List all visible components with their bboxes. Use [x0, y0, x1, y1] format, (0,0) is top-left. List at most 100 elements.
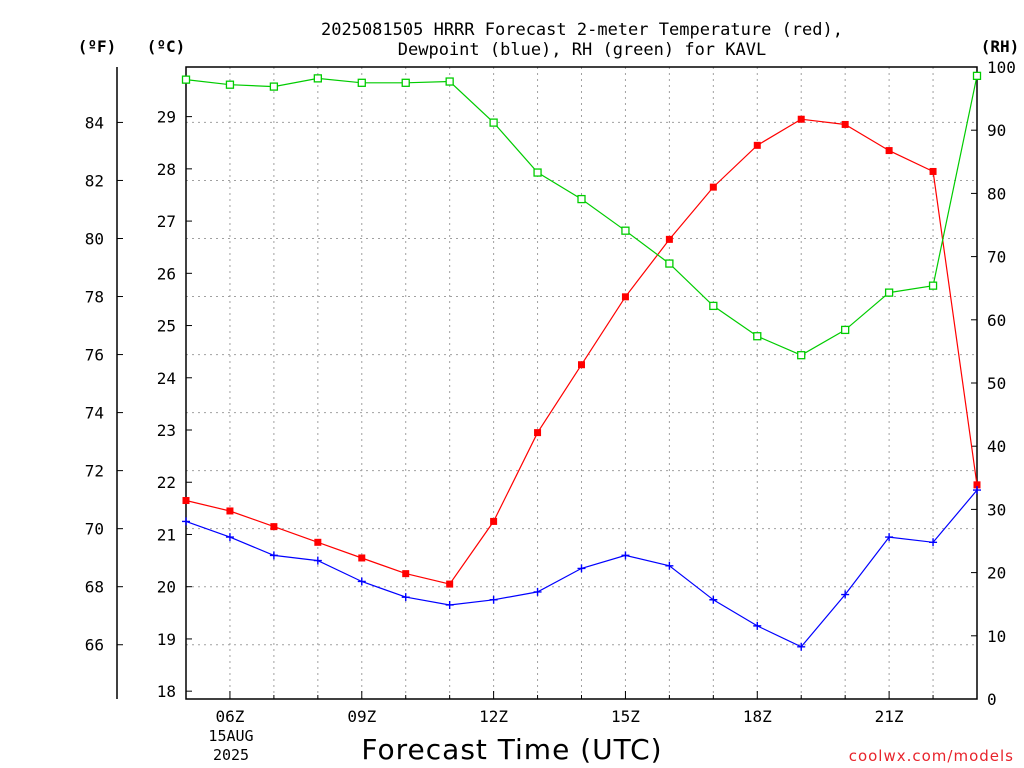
- fahrenheit-tick-label: 70: [85, 520, 104, 539]
- fahrenheit-tick-label: 82: [85, 171, 104, 190]
- celsius-tick-label: 25: [157, 317, 176, 336]
- dewpoint-data-point: [533, 587, 542, 596]
- temperature-data-point: [534, 429, 542, 437]
- rh-unit-label: (RH): [981, 37, 1020, 56]
- rh-tick-label: 50: [987, 374, 1006, 393]
- rh-data-point: [577, 194, 586, 204]
- x-tick-label: 18Z: [743, 707, 772, 726]
- dewpoint-data-point: [973, 486, 981, 495]
- rh-tick-label: 10: [987, 627, 1006, 646]
- dewpoint-data-point: [621, 551, 630, 560]
- rh-data-point: [753, 332, 762, 341]
- credit-text: coolwx.com/models: [849, 747, 1014, 765]
- rh-tick-label: 40: [987, 437, 1006, 456]
- celsius-tick-label: 24: [157, 369, 176, 388]
- fahrenheit-tick-label: 78: [85, 288, 104, 307]
- rh-tick-label: 20: [987, 564, 1006, 583]
- celsius-tick-label: 21: [157, 525, 176, 544]
- temperature-data-point: [753, 141, 761, 149]
- chart-title-line1: 2025081505 HRRR Forecast 2-meter Tempera…: [321, 20, 843, 40]
- rh-data-point: [225, 80, 235, 89]
- fahrenheit-tick-label: 84: [85, 113, 104, 132]
- dewpoint-data-point: [445, 600, 454, 609]
- temperature-data-point: [929, 167, 937, 175]
- rh-data-point: [709, 301, 718, 311]
- rh-tick-label: 100: [987, 58, 1016, 77]
- rh-data-point: [972, 71, 982, 80]
- date-label-year: 2025: [213, 746, 249, 764]
- celsius-tick-label: 23: [157, 421, 176, 440]
- rh-data-point: [445, 77, 454, 86]
- chart-title-line2: Dewpoint (blue), RH (green) for KAVL: [398, 40, 766, 60]
- celsius-tick-label: 26: [157, 264, 176, 283]
- rh-data-point: [841, 325, 850, 335]
- temperature-data-point: [402, 570, 410, 578]
- rh-data-point: [797, 351, 806, 360]
- celsius-tick-label: 28: [157, 160, 176, 179]
- dewpoint-data-point: [401, 593, 410, 602]
- rh-data-point: [928, 281, 938, 290]
- x-tick-label: 15Z: [611, 707, 640, 726]
- x-tick-label: 09Z: [347, 707, 376, 726]
- dewpoint-data-point: [665, 561, 674, 570]
- dewpoint-data-point: [489, 595, 498, 604]
- rh-tick-label: 0: [987, 690, 997, 709]
- rh-data-point: [884, 288, 894, 297]
- rh-data-point: [313, 74, 322, 83]
- dewpoint-data-point: [182, 517, 190, 526]
- fahrenheit-tick-label: 76: [85, 346, 104, 365]
- celsius-tick-label: 27: [157, 212, 176, 231]
- rh-data-point: [269, 82, 279, 91]
- axes-layer: 66 68 70 72 74 76 78 80 82 84 18 19 20 21 22 23 24 25 26 27…: [85, 58, 1016, 726]
- temperature-data-point: [797, 115, 805, 123]
- temperature-data-point: [314, 538, 322, 546]
- rh-data-point: [665, 259, 674, 268]
- x-axis-label: Forecast Time (UTC): [361, 733, 662, 766]
- temperature-data-point: [226, 507, 234, 515]
- temperature-data-point: [182, 497, 190, 505]
- fahrenheit-tick-label: 66: [85, 636, 104, 655]
- celsius-tick-label: 22: [157, 473, 176, 492]
- fahrenheit-unit-label: (ºF): [78, 37, 117, 56]
- dewpoint-data-point: [577, 564, 586, 573]
- celsius-tick-label: 19: [157, 630, 176, 649]
- temperature-data-point: [665, 235, 673, 243]
- rh-data-point: [181, 75, 191, 84]
- dewpoint-data-point: [885, 533, 894, 542]
- temperature-data-point: [446, 580, 454, 588]
- rh-data-point: [401, 78, 410, 87]
- dewpoint-data-point: [225, 533, 234, 542]
- dewpoint-data-point: [709, 595, 718, 604]
- plot-frame: [185, 66, 978, 700]
- temperature-data-point: [490, 517, 498, 525]
- fahrenheit-tick-label: 72: [85, 462, 104, 481]
- dewpoint-data-point: [797, 642, 806, 651]
- rh-tick-label: 90: [987, 121, 1006, 140]
- celsius-tick-label: 29: [157, 108, 176, 127]
- rh-data-point: [489, 118, 498, 127]
- series-layer: [181, 71, 982, 651]
- rh-tick-label: 80: [987, 184, 1006, 203]
- fahrenheit-tick-label: 68: [85, 578, 104, 597]
- x-tick-label: 21Z: [875, 707, 904, 726]
- rh-tick-label: 70: [987, 248, 1006, 267]
- x-tick-label: 06Z: [215, 707, 244, 726]
- celsius-tick-label: 20: [157, 578, 176, 597]
- dewpoint-data-point: [929, 538, 938, 547]
- temperature-data-point: [621, 293, 629, 301]
- temperature-data-point: [709, 183, 717, 191]
- dewpoint-data-point: [269, 551, 278, 560]
- rh-data-point: [533, 168, 542, 177]
- dewpoint-data-point: [357, 577, 366, 586]
- temperature-data-point: [841, 120, 849, 128]
- dewpoint-data-point: [753, 621, 762, 630]
- celsius-unit-label: (ºC): [147, 37, 186, 56]
- rh-tick-label: 60: [987, 311, 1006, 330]
- temperature-data-point: [358, 554, 366, 562]
- rh-tick-label: 30: [987, 500, 1006, 519]
- x-tick-label: 12Z: [479, 707, 508, 726]
- rh-data-point: [621, 226, 630, 235]
- fahrenheit-tick-label: 80: [85, 229, 104, 248]
- temperature-data-point: [578, 361, 585, 369]
